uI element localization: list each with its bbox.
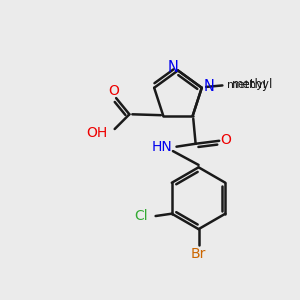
Text: N: N [168, 60, 179, 75]
Text: HN: HN [151, 140, 172, 154]
Text: OH: OH [86, 126, 107, 140]
Text: Br: Br [191, 247, 206, 261]
Text: N: N [204, 79, 214, 94]
Text: O: O [220, 133, 231, 147]
Text: Cl: Cl [135, 209, 148, 223]
Text: O: O [108, 84, 118, 98]
Text: methyl: methyl [232, 78, 274, 91]
Text: methyl: methyl [227, 80, 266, 90]
